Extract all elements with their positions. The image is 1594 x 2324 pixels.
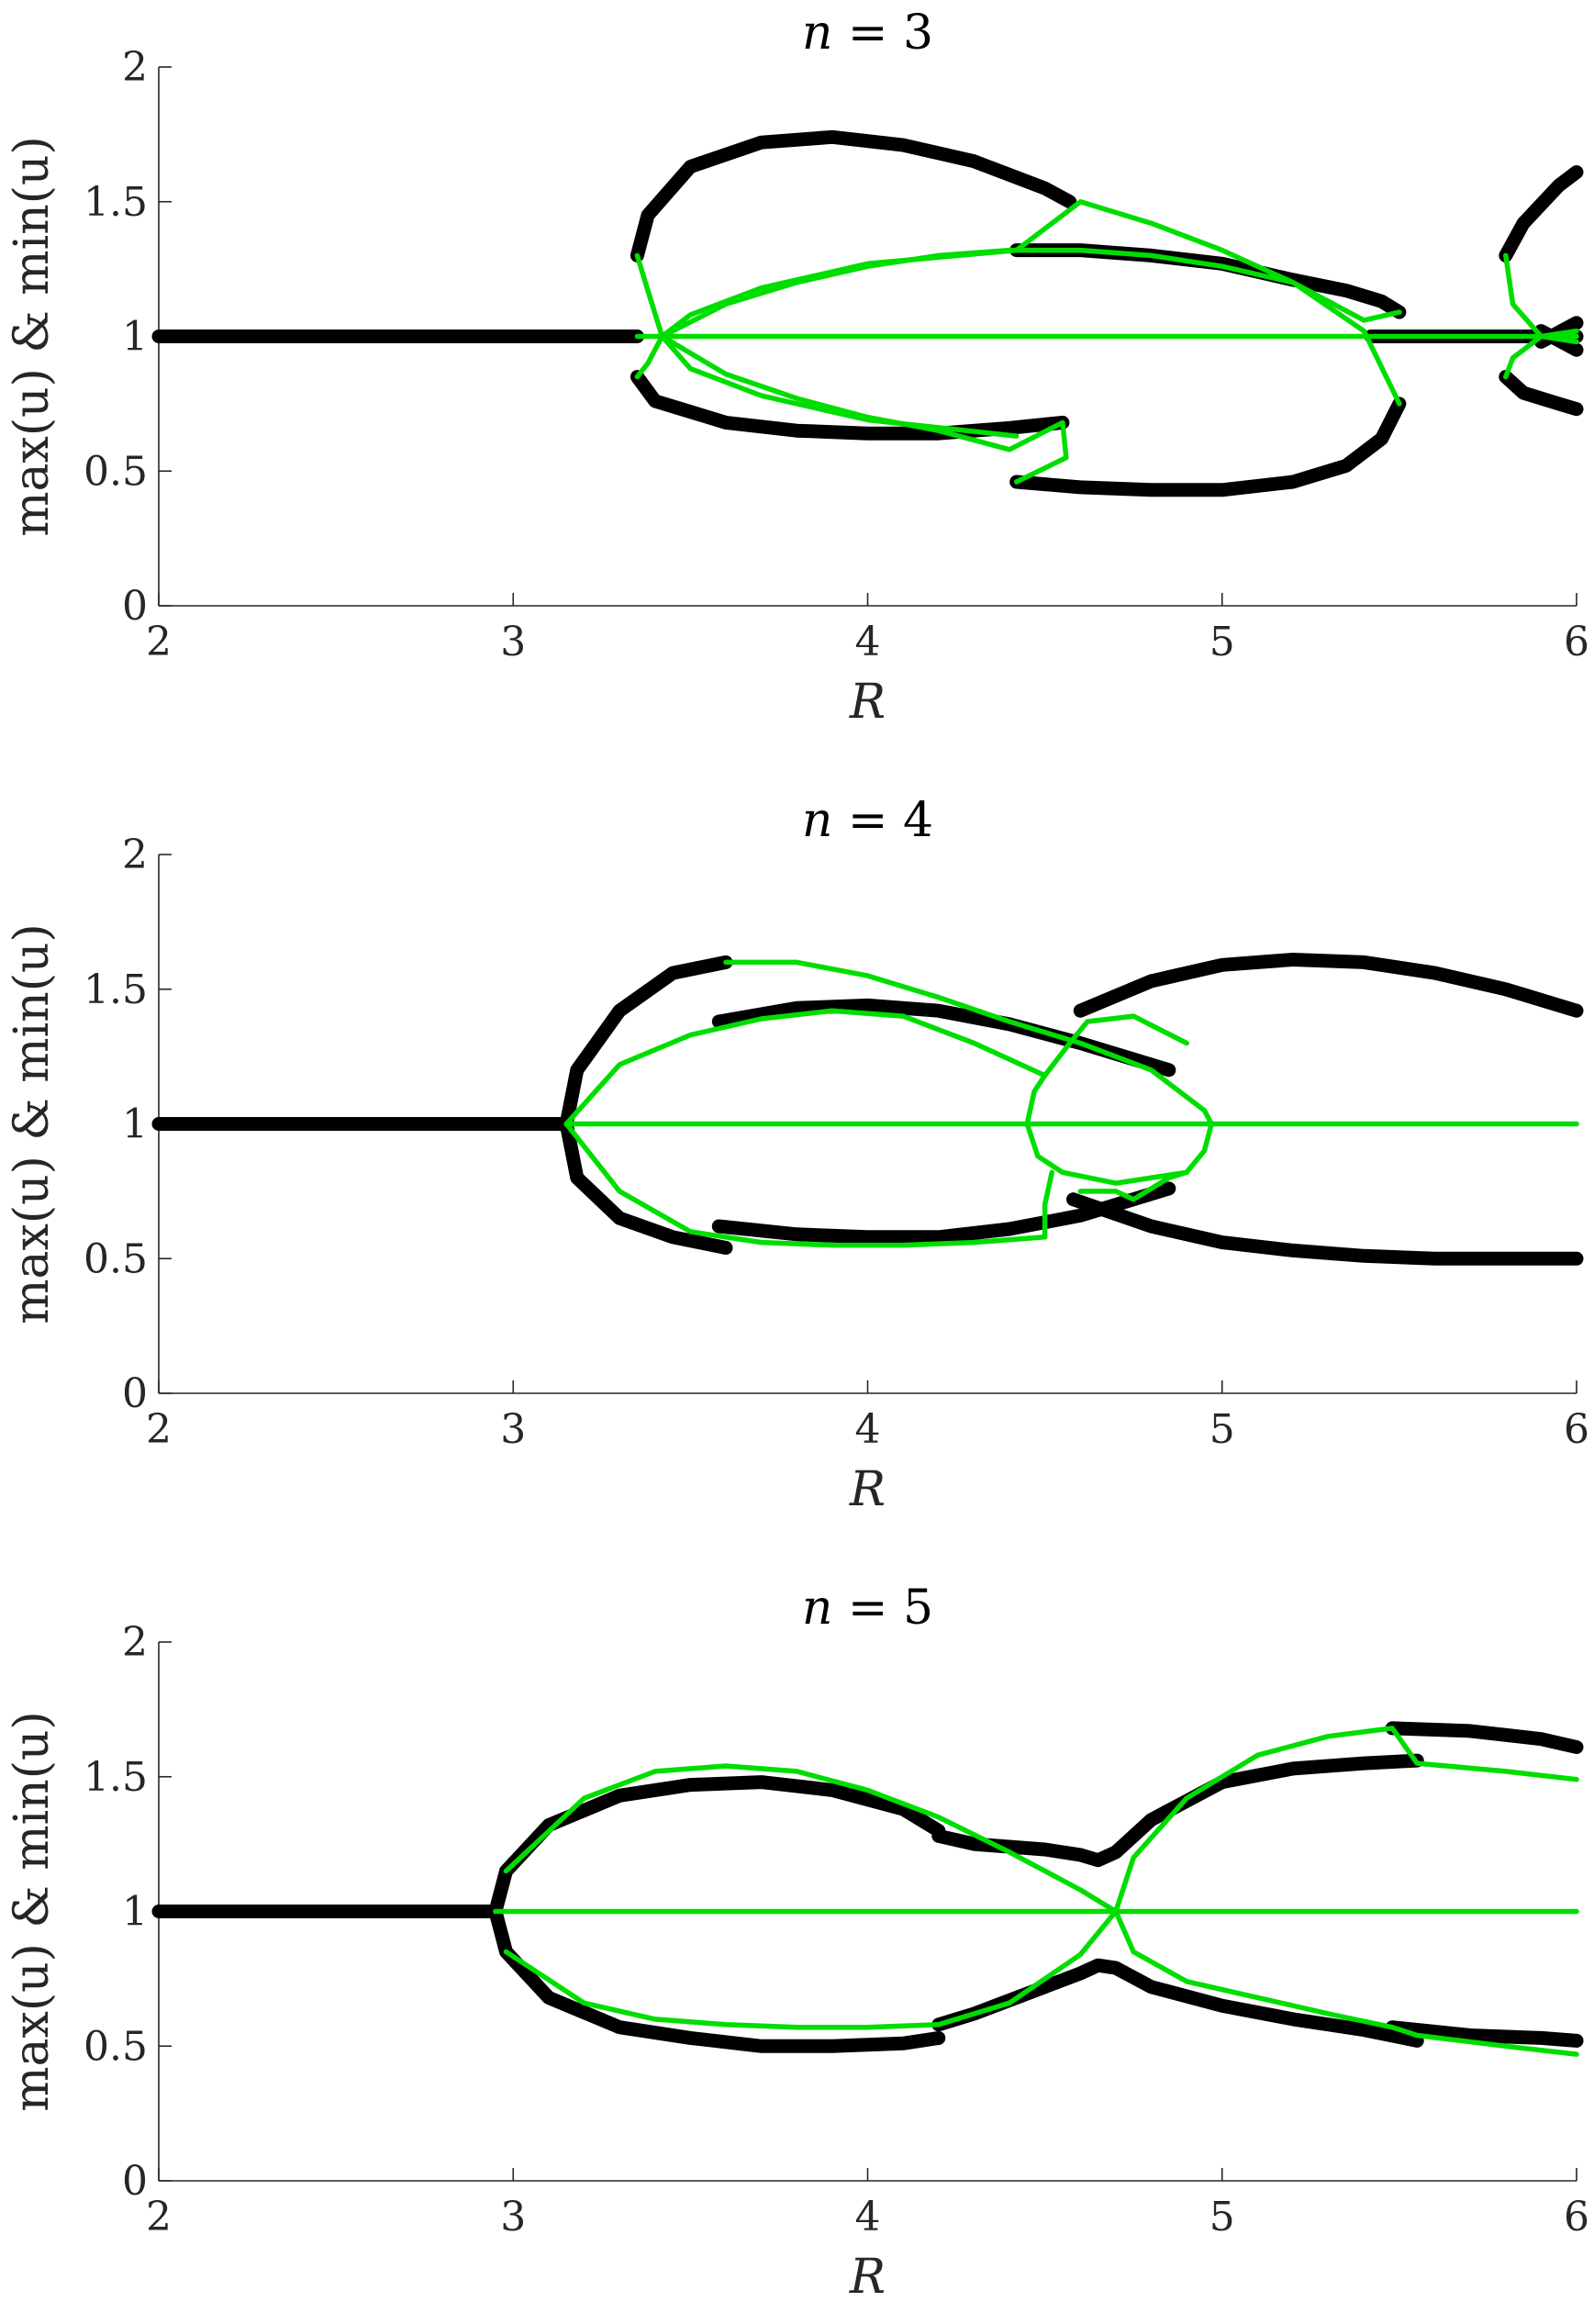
x-tick-label: 4 — [855, 2194, 881, 2240]
unstable-branch-14 — [1042, 1169, 1055, 1240]
title-equals: = — [832, 793, 903, 848]
y-tick-label: 2 — [122, 832, 148, 878]
x-axis-label: R — [849, 675, 886, 730]
stable-branch-5 — [1073, 953, 1584, 1018]
x-tick-label: 6 — [1564, 1406, 1589, 1453]
stable-branch-3 — [630, 370, 1070, 441]
y-tick-label: 1 — [122, 1101, 148, 1148]
title-value: 4 — [903, 793, 933, 848]
x-tick-label: 4 — [855, 619, 881, 665]
unstable-branch-17 — [1503, 328, 1579, 380]
stable-branch-4 — [711, 1181, 1176, 1245]
unstable-branch-11 — [1113, 1908, 1579, 2057]
x-axis-label: R — [849, 2250, 886, 2305]
y-tick-label: 2 — [122, 1619, 148, 1666]
x-tick-label: 4 — [855, 1406, 881, 1453]
title-variable: n — [802, 6, 833, 61]
y-tick-label: 0 — [122, 1370, 148, 1417]
chart-title: n = 4 — [802, 793, 933, 848]
title-value: 3 — [903, 6, 933, 61]
y-tick-label: 2 — [122, 44, 148, 91]
stable-branch-5 — [1385, 1721, 1584, 1754]
x-tick-label: 5 — [1209, 2194, 1235, 2240]
unstable-branch-12 — [634, 247, 1020, 380]
unstable-branch-8 — [503, 1763, 1119, 1915]
y-tick-label: 1 — [122, 314, 148, 361]
chart-title: n = 5 — [802, 1581, 933, 1636]
stable-branch-5 — [1009, 397, 1407, 497]
y-tick-label: 0.5 — [84, 448, 148, 495]
unstable-branch-11 — [634, 252, 1020, 439]
x-tick-label: 5 — [1209, 1406, 1235, 1453]
unstable-branch-10 — [1113, 1726, 1579, 1915]
x-tick-label: 2 — [146, 619, 172, 665]
y-tick-label: 0 — [122, 2158, 148, 2205]
unstable-branch-13 — [1042, 1013, 1189, 1078]
unstable-branch-10 — [723, 959, 1214, 1127]
title-equals: = — [832, 1581, 903, 1636]
y-tick-label: 0 — [122, 583, 148, 630]
y-axis-label: max(u) & min(u) — [5, 136, 60, 537]
unstable-branch-11 — [1077, 1121, 1214, 1202]
title-variable: n — [802, 1581, 833, 1636]
stable-branch-2 — [630, 129, 1077, 263]
x-tick-label: 2 — [146, 2194, 172, 2240]
y-axis-label: max(u) & min(u) — [5, 923, 60, 1324]
chart-title: n = 3 — [802, 6, 933, 61]
unstable-branch-8 — [563, 1008, 1048, 1127]
y-tick-label: 1.5 — [84, 966, 148, 1013]
y-tick-label: 1.5 — [84, 1754, 148, 1801]
y-tick-label: 0.5 — [84, 2023, 148, 2070]
stable-branch-7 — [1499, 370, 1584, 417]
stable-branch-6 — [1066, 1192, 1584, 1266]
x-tick-label: 6 — [1564, 2194, 1589, 2240]
y-tick-label: 1.5 — [84, 179, 148, 226]
x-tick-label: 3 — [500, 619, 526, 665]
stable-branch-2 — [559, 1117, 733, 1255]
unstable-branch-13 — [1013, 199, 1402, 407]
unstable-branch-9 — [503, 1908, 1119, 2030]
unstable-branch-9 — [563, 1121, 1048, 1248]
unstable-branch-16 — [1503, 252, 1579, 345]
x-tick-label: 6 — [1564, 619, 1589, 665]
stable-branch-3 — [931, 1753, 1424, 1868]
title-value: 5 — [903, 1581, 933, 1636]
stable-branch-6 — [1499, 165, 1584, 263]
title-variable: n — [802, 793, 833, 848]
y-tick-label: 1 — [122, 1889, 148, 1936]
x-axis-label: R — [849, 1462, 886, 1517]
unstable-branch-14 — [659, 333, 1069, 485]
x-tick-label: 3 — [500, 1406, 526, 1453]
stable-branch-1 — [559, 955, 733, 1131]
x-tick-label: 2 — [146, 1406, 172, 1453]
x-tick-label: 5 — [1209, 619, 1235, 665]
unstable-branch-12 — [1024, 1072, 1189, 1186]
y-axis-label: max(u) & min(u) — [5, 1711, 60, 2112]
x-tick-label: 3 — [500, 2194, 526, 2240]
unstable-branch-15 — [659, 247, 1402, 340]
stable-branch-6 — [1385, 2020, 1584, 2048]
stable-branch-2 — [488, 1905, 946, 2053]
title-equals: = — [832, 6, 903, 61]
y-tick-label: 0.5 — [84, 1235, 148, 1282]
